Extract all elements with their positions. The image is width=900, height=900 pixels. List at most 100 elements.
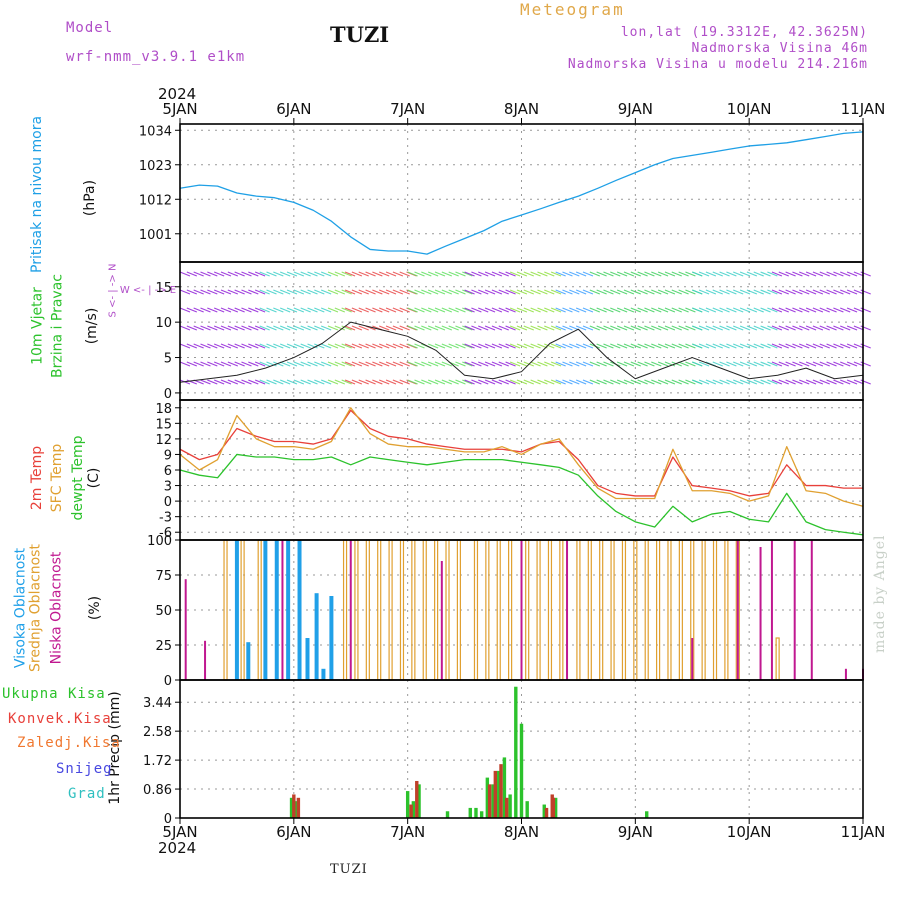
wind-arrow xyxy=(616,361,628,367)
wind-arrow xyxy=(365,271,376,277)
wind-arrow xyxy=(550,379,562,385)
wind-arrow xyxy=(733,361,744,367)
wind-arrow xyxy=(320,361,332,367)
wind-arrow xyxy=(441,289,453,295)
time-label-top: 7JAN xyxy=(390,100,425,118)
wind-arrow xyxy=(767,325,778,331)
wind-arrow xyxy=(351,343,363,349)
wind-arrow xyxy=(767,379,778,385)
wind-arrow xyxy=(671,343,682,349)
wind-arrow xyxy=(516,289,528,295)
wind-arrow xyxy=(516,271,528,277)
grid-layer xyxy=(180,124,863,819)
panel-frame-wind xyxy=(179,261,864,401)
cloud-mid-bar xyxy=(621,539,627,681)
wind-arrow xyxy=(392,289,404,295)
wind-arrow xyxy=(712,271,723,277)
wind-arrow xyxy=(392,379,404,385)
ytick-label: 1001 xyxy=(139,228,172,243)
wind-arrow xyxy=(846,361,858,367)
wind-arrow xyxy=(792,379,803,385)
wind-arrow xyxy=(441,271,453,277)
wind-arrow xyxy=(372,271,383,277)
wind-arrow xyxy=(441,325,453,331)
precip-conv-bar xyxy=(499,764,503,818)
wind-arrow xyxy=(207,343,218,349)
cloud-mid-bar xyxy=(667,539,672,681)
wind-arrow xyxy=(254,325,266,331)
wind-arrow xyxy=(414,289,425,295)
precip-total-bar xyxy=(405,791,410,818)
wind-arrow xyxy=(179,307,191,313)
wind-arrow xyxy=(833,325,844,331)
wind-arrow xyxy=(812,325,824,331)
wind-arrow xyxy=(220,289,232,295)
wind-arrow xyxy=(846,379,858,385)
wind-arrow xyxy=(664,307,676,313)
precip-total-bar xyxy=(479,811,484,818)
precip-total-bar xyxy=(497,770,501,818)
wind-arrow xyxy=(523,307,534,313)
wind-arrow xyxy=(544,361,555,367)
wind-arrow xyxy=(746,325,758,331)
ytick-label: 1034 xyxy=(139,124,172,139)
wind-arrow xyxy=(509,379,521,385)
wind-arrow xyxy=(530,325,541,331)
wind-arrow xyxy=(651,271,662,277)
wind-arrow xyxy=(550,289,562,295)
wind-arrow xyxy=(220,361,232,367)
wind-arrow xyxy=(427,271,439,277)
wind-arrow xyxy=(462,271,473,277)
wind-arrow xyxy=(596,343,607,349)
wind-arrow xyxy=(698,271,710,277)
wind-arrow xyxy=(509,307,521,313)
precip-conv-bar xyxy=(544,807,549,818)
wind-arrow xyxy=(213,289,225,295)
wind-arrow xyxy=(414,343,425,349)
wind-arrow xyxy=(351,271,363,277)
wind-arrow xyxy=(478,325,489,331)
ytick-label: 0 xyxy=(164,812,172,827)
wind-arrow xyxy=(300,379,311,385)
wind-arrow xyxy=(637,271,648,277)
wind-arrow xyxy=(760,271,771,277)
wind-arrow xyxy=(833,307,844,313)
wind-arrow xyxy=(555,325,566,331)
cloud-high-bar xyxy=(263,540,268,680)
wind-arrow xyxy=(200,361,211,367)
wind-arrow xyxy=(407,271,418,277)
wind-arrow xyxy=(712,343,723,349)
wind-arrow xyxy=(455,361,466,367)
wind-arrow xyxy=(630,271,642,277)
wind-arrow xyxy=(644,361,655,367)
wind-arrow xyxy=(589,307,601,313)
precip-conv-bar xyxy=(487,784,492,818)
wind-arrow xyxy=(582,271,594,277)
wind-arrow xyxy=(685,307,696,313)
wind-arrow xyxy=(826,289,837,295)
wind-arrow xyxy=(712,325,723,331)
wind-arrow xyxy=(378,271,390,277)
wind-arrow xyxy=(378,325,390,331)
wind-arrow xyxy=(826,379,837,385)
wind-arrow xyxy=(193,325,204,331)
wind-arrow xyxy=(767,343,778,349)
ytick-label: 75 xyxy=(155,569,172,584)
wind-arrow xyxy=(462,325,473,331)
wind-arrow xyxy=(746,307,758,313)
precip-total-bar xyxy=(445,811,450,818)
ytick-label: 15 xyxy=(155,281,172,296)
model-name: wrf-nmm_v3.9.1 e1km xyxy=(66,49,246,65)
wind-arrow xyxy=(320,379,332,385)
wind-arrow xyxy=(705,307,717,313)
altitude-label: Nadmorska Visina 46m xyxy=(691,41,868,56)
precip-total-bar xyxy=(645,811,649,818)
wind-arrow xyxy=(241,343,252,349)
ytick-label: 1023 xyxy=(139,159,172,174)
wind-arrow xyxy=(603,361,614,367)
wind-arrow xyxy=(698,361,710,367)
wind-arrow xyxy=(455,325,466,331)
cloud-mid-bar xyxy=(678,539,683,681)
wind-arrow xyxy=(544,271,555,277)
wind-arrow xyxy=(344,307,356,313)
